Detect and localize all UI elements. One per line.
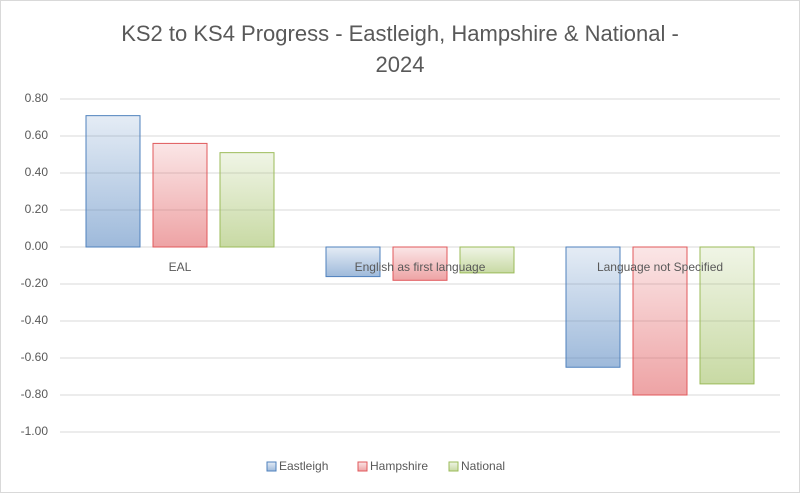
bar (219, 152, 275, 248)
bar (565, 246, 621, 368)
y-tick-label: -0.20 (21, 276, 49, 290)
legend-label: National (461, 459, 505, 473)
x-tick-label: English as first language (355, 260, 486, 274)
y-tick-label: 0.80 (25, 91, 49, 105)
chart-title: KS2 to KS4 Progress - Eastleigh, Hampshi… (121, 21, 679, 77)
bar (632, 246, 688, 396)
legend-swatch (357, 461, 368, 472)
bar (459, 246, 515, 274)
x-tick-label: EAL (169, 260, 192, 274)
bar (152, 142, 208, 248)
bar (85, 115, 141, 248)
legend-swatch (266, 461, 277, 472)
bar (392, 246, 448, 281)
bar (325, 246, 381, 278)
y-tick-label: -0.40 (21, 313, 49, 327)
x-tick-label: Language not Specified (597, 260, 723, 274)
y-tick-label: -0.80 (21, 387, 49, 401)
y-tick-label: -0.60 (21, 350, 49, 364)
legend-swatch (448, 461, 459, 472)
y-tick-label: 0.40 (25, 165, 49, 179)
y-tick-label: -1.00 (21, 424, 49, 438)
legend-label: Eastleigh (279, 459, 328, 473)
y-tick-label: 0.00 (25, 239, 49, 253)
bar (699, 246, 755, 385)
y-tick-label: 0.60 (25, 128, 49, 142)
legend-label: Hampshire (370, 459, 428, 473)
y-tick-label: 0.20 (25, 202, 49, 216)
